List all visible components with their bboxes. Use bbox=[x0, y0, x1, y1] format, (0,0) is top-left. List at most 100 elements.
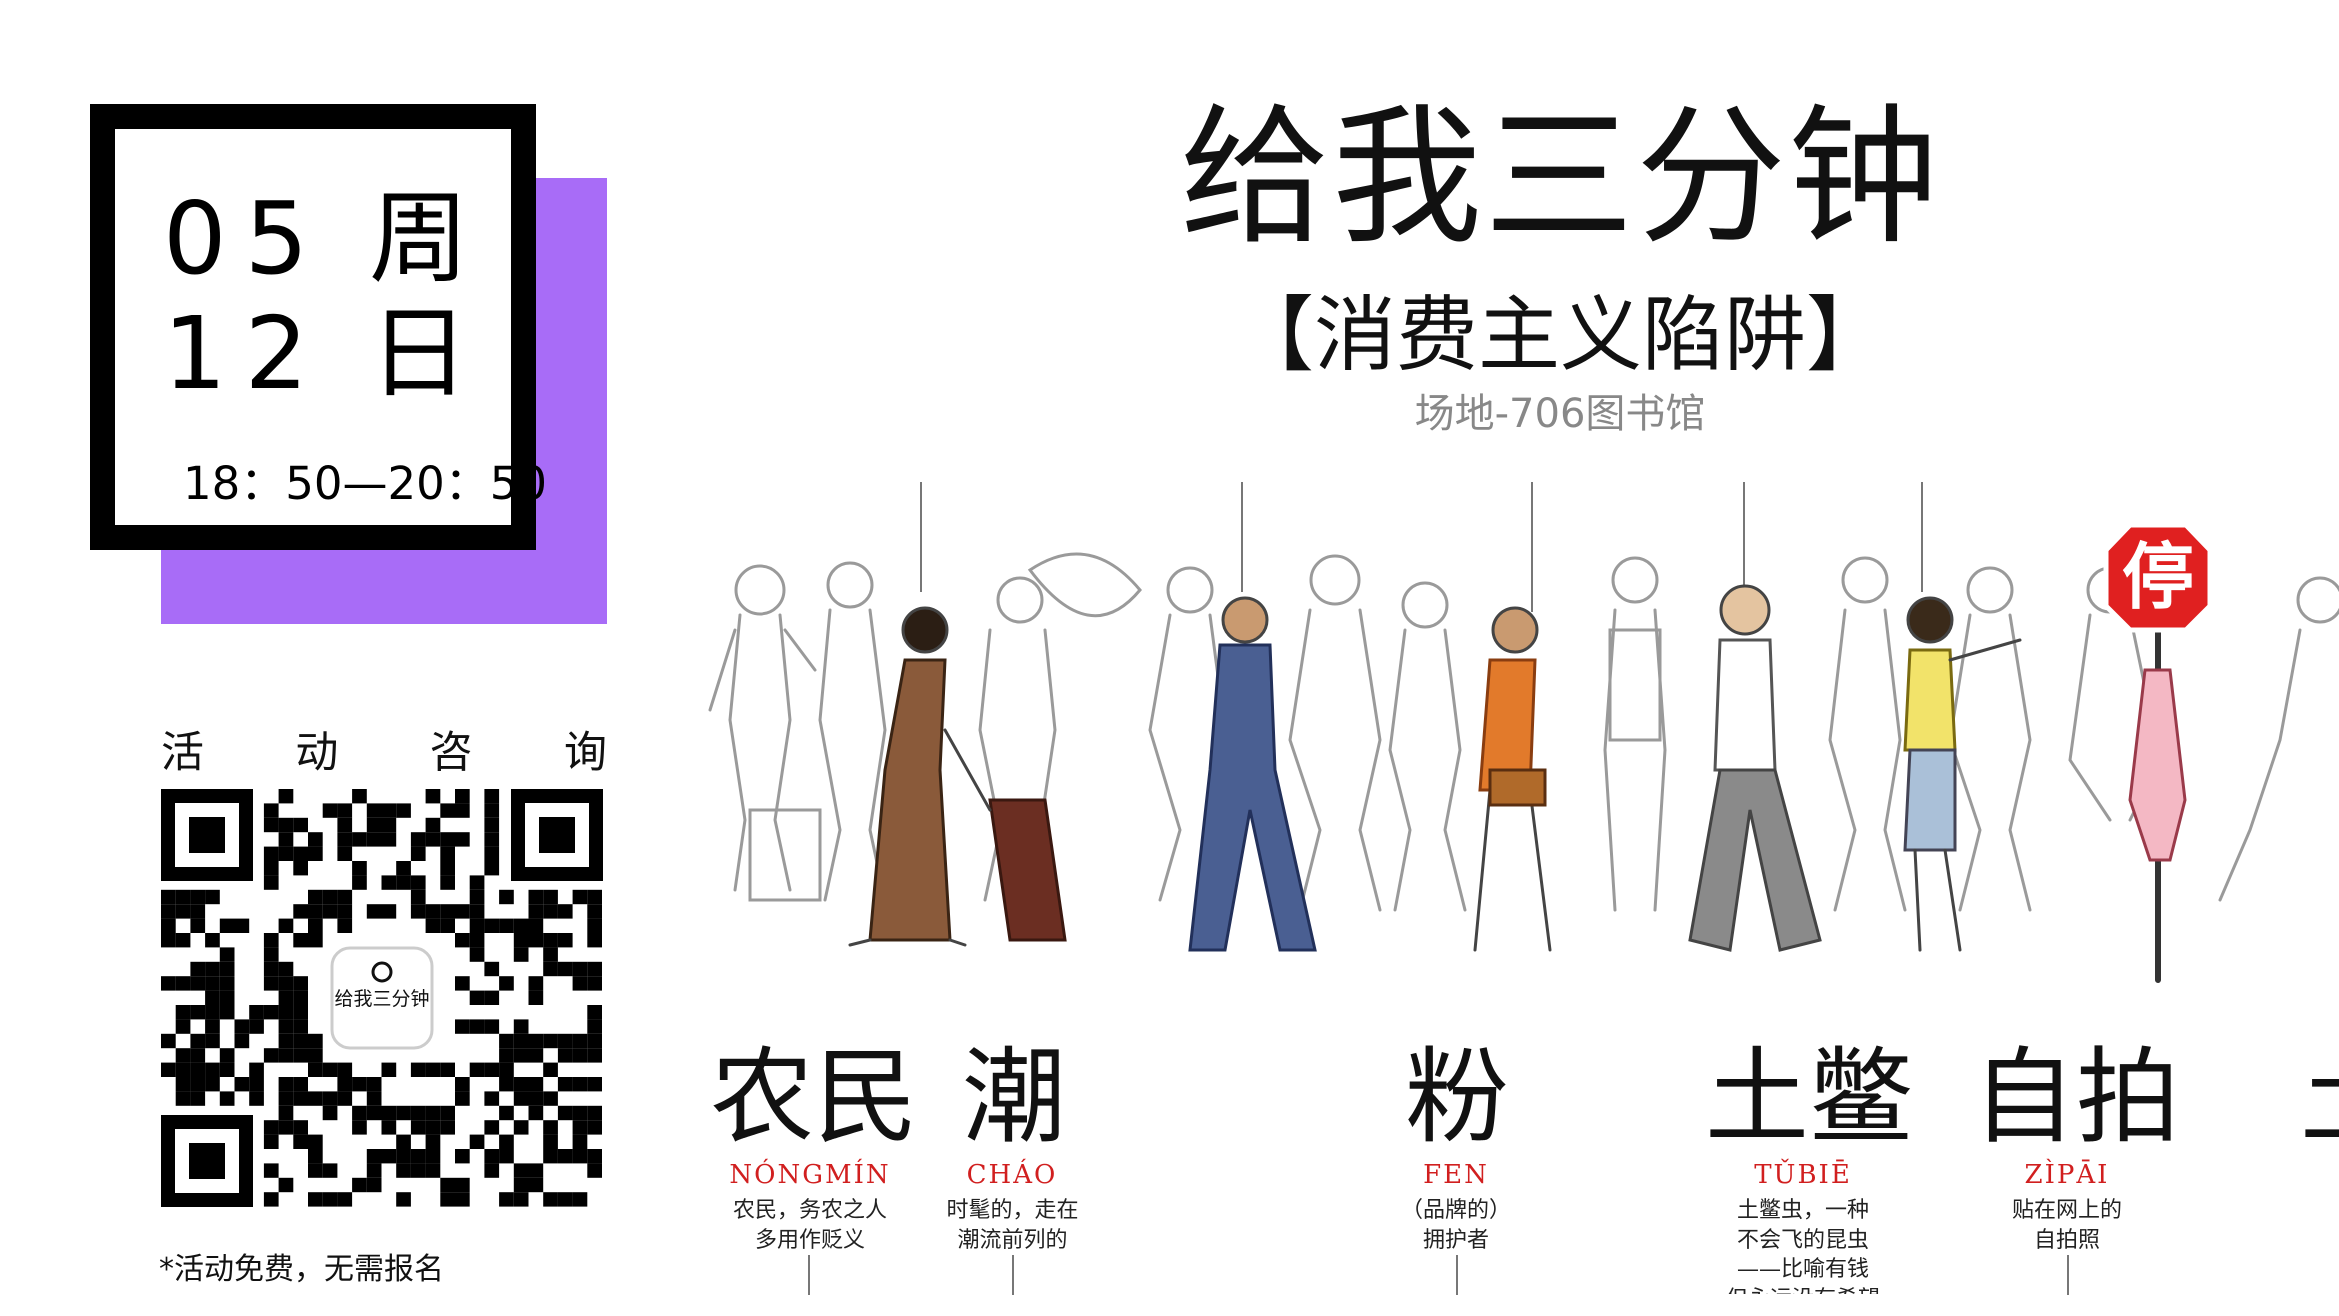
qr-module bbox=[499, 889, 514, 905]
qr-module bbox=[219, 947, 235, 962]
stop-sign-text: 停 bbox=[2122, 535, 2194, 619]
label-pinyin: NÓNGMÍN bbox=[729, 1160, 891, 1190]
qr-module bbox=[234, 1033, 250, 1049]
qr-module bbox=[293, 1120, 308, 1135]
qr-module bbox=[543, 947, 558, 962]
qr-module bbox=[455, 789, 470, 804]
qr-module bbox=[410, 904, 426, 919]
qr-module bbox=[337, 889, 353, 905]
qr-module bbox=[278, 1091, 294, 1106]
qr-module bbox=[278, 789, 294, 804]
qr-module bbox=[499, 1048, 514, 1063]
stop-sign-icon: 停 bbox=[2103, 522, 2213, 633]
qr-module bbox=[513, 1019, 529, 1034]
qr-module bbox=[308, 1134, 323, 1149]
qr-module bbox=[219, 1062, 235, 1077]
qr-module bbox=[410, 846, 426, 861]
qr-module bbox=[308, 933, 323, 948]
qr-module bbox=[308, 1033, 323, 1049]
qr-module bbox=[425, 1105, 441, 1121]
qr-module bbox=[499, 918, 514, 933]
qr-module bbox=[278, 976, 294, 991]
qr-module bbox=[175, 904, 191, 919]
qr-module bbox=[543, 889, 558, 905]
qr-module bbox=[484, 846, 500, 861]
qr-module bbox=[263, 846, 279, 861]
qr-module bbox=[572, 1033, 588, 1049]
qr-module bbox=[337, 1192, 353, 1207]
qr-module bbox=[513, 1177, 529, 1193]
footnote: *活动免费，无需报名 bbox=[159, 1252, 444, 1287]
qr-module bbox=[587, 1048, 602, 1063]
qr-module bbox=[219, 990, 235, 1005]
qr-module bbox=[557, 961, 573, 977]
qr-module bbox=[572, 1105, 588, 1121]
qr-module bbox=[263, 1134, 279, 1149]
qr-module bbox=[293, 846, 308, 861]
qr-module bbox=[278, 1105, 294, 1121]
qr-module bbox=[528, 1177, 544, 1193]
qr-code-icon[interactable]: 给我三分钟 bbox=[161, 789, 603, 1207]
qr-module bbox=[484, 1091, 500, 1106]
qr-module bbox=[366, 1177, 382, 1193]
qr-module bbox=[263, 875, 279, 890]
qr-module bbox=[440, 861, 455, 876]
qr-module bbox=[175, 1062, 191, 1077]
qr-module bbox=[366, 1163, 382, 1178]
qr-module bbox=[234, 1077, 250, 1092]
qr-module bbox=[440, 832, 455, 847]
qr-module bbox=[557, 1149, 573, 1164]
date-card: 05 周 12 日 18：50—20：50 bbox=[90, 104, 547, 550]
qr-module bbox=[337, 1077, 353, 1092]
qr-module bbox=[543, 961, 558, 977]
qr-module bbox=[352, 861, 367, 876]
qr-module bbox=[205, 1033, 220, 1049]
qr-module bbox=[455, 1149, 470, 1164]
qr-module bbox=[587, 918, 602, 933]
qr-module bbox=[293, 861, 308, 876]
qr-module bbox=[161, 933, 176, 948]
label-desc: （品牌的） 拥护者 bbox=[1400, 1198, 1511, 1253]
qr-module bbox=[528, 1077, 544, 1092]
qr-module bbox=[572, 976, 588, 991]
qr-module bbox=[587, 961, 602, 977]
qr-module bbox=[543, 904, 558, 919]
qr-module bbox=[263, 1048, 279, 1063]
qr-module bbox=[308, 1091, 323, 1106]
qr-module bbox=[557, 904, 573, 919]
qr-module bbox=[366, 817, 382, 833]
consult-char: 动 bbox=[295, 728, 339, 778]
qr-module bbox=[219, 961, 235, 977]
label-word: 自拍 bbox=[1972, 1036, 2181, 1158]
qr-module bbox=[278, 1077, 294, 1092]
qr-module bbox=[219, 1091, 235, 1106]
qr-module bbox=[381, 1120, 397, 1135]
qr-module bbox=[425, 1149, 441, 1164]
qr-module bbox=[322, 803, 338, 818]
qr-module bbox=[205, 990, 220, 1005]
pointer-line bbox=[808, 1255, 810, 1295]
qr-module bbox=[587, 1005, 602, 1020]
consult-char: 活 bbox=[161, 728, 204, 778]
qr-module bbox=[278, 1120, 294, 1135]
qr-module bbox=[513, 1091, 529, 1106]
qr-module bbox=[263, 861, 279, 876]
pointer-line bbox=[2067, 1255, 2069, 1295]
qr-module bbox=[278, 1005, 294, 1020]
qr-module bbox=[440, 1120, 455, 1135]
qr-module bbox=[528, 990, 544, 1005]
qr-module bbox=[293, 1048, 308, 1063]
qr-module bbox=[469, 1062, 485, 1077]
qr-module bbox=[425, 832, 441, 847]
qr-module bbox=[337, 803, 353, 818]
qr-module bbox=[278, 846, 294, 861]
qr-module bbox=[455, 832, 470, 847]
qr-module bbox=[440, 846, 455, 861]
qr-module bbox=[175, 1005, 191, 1020]
pointer-line bbox=[1241, 482, 1243, 592]
qr-module bbox=[469, 875, 485, 890]
pointer-line bbox=[1743, 482, 1745, 592]
qr-module bbox=[308, 846, 323, 861]
qr-module bbox=[190, 1033, 206, 1049]
qr-module bbox=[366, 832, 382, 847]
